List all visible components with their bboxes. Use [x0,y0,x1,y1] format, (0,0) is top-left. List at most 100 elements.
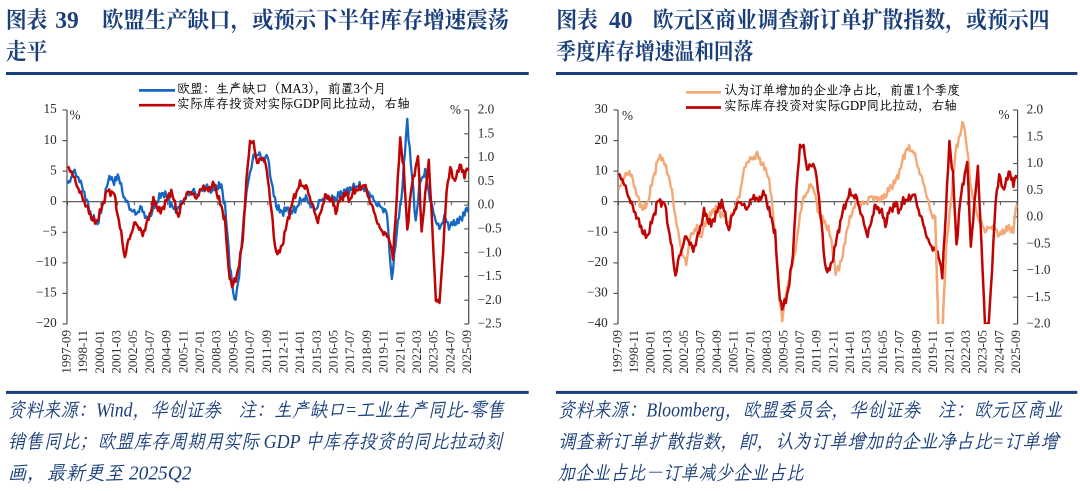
svg-text:%: % [622,108,633,123]
svg-text:2009-05: 2009-05 [776,330,791,374]
svg-text:0.0: 0.0 [478,197,495,212]
svg-text:2018-09: 2018-09 [359,330,374,374]
svg-text:0.5: 0.5 [478,173,495,188]
svg-text:2001-03: 2001-03 [659,330,674,374]
svg-text:2017-07: 2017-07 [892,330,907,374]
svg-text:2019-11: 2019-11 [376,330,391,373]
svg-text:加企业占比－订单减少企业占比: 加企业占比－订单减少企业占比 [558,463,805,485]
svg-text:2.0: 2.0 [478,102,495,117]
svg-text:2004-09: 2004-09 [709,330,724,374]
svg-text:2022-03: 2022-03 [409,330,424,374]
svg-text:1.5: 1.5 [478,125,495,140]
svg-text:2024-07: 2024-07 [991,330,1006,374]
svg-text:2012-11: 2012-11 [825,330,840,373]
svg-text:−40: −40 [587,315,608,330]
svg-text:−20: −20 [587,254,608,269]
svg-text:−10: −10 [36,254,57,269]
svg-text:0: 0 [601,193,608,208]
svg-text:资料来源：Wind，华创证券 注：生产缺口=工业生产同比-零: 资料来源：Wind，华创证券 注：生产缺口=工业生产同比-零售 [8,400,506,422]
svg-text:2002-05: 2002-05 [676,330,691,374]
svg-text:2001-03: 2001-03 [109,330,124,374]
svg-text:%: % [450,102,461,117]
svg-text:2016-05: 2016-05 [875,330,890,374]
svg-text:−0.5: −0.5 [478,221,502,236]
svg-text:40: 40 [609,7,633,34]
svg-text:实际库存投资对实际GDP同比拉动，右轴: 实际库存投资对实际GDP同比拉动，右轴 [724,98,957,113]
svg-text:2003-07: 2003-07 [693,330,708,374]
svg-text:2009-05: 2009-05 [225,330,240,374]
svg-text:−15: −15 [36,285,57,300]
svg-text:2012-11: 2012-11 [275,330,290,373]
svg-text:2010-07: 2010-07 [242,330,257,374]
svg-text:2023-05: 2023-05 [975,330,990,374]
svg-text:0.5: 0.5 [1027,182,1044,197]
svg-text:欧盟生产缺口，或预示下半年库存增速震荡: 欧盟生产缺口，或预示下半年库存增速震荡 [102,7,509,34]
svg-text:1998-11: 1998-11 [626,330,641,373]
svg-text:0: 0 [50,193,57,208]
svg-text:%: % [70,108,81,123]
svg-text:1.0: 1.0 [1027,155,1044,170]
svg-text:0.0: 0.0 [1027,209,1044,224]
svg-text:季度库存增速温和回落: 季度库存增速温和回落 [556,39,753,66]
svg-text:−1.0: −1.0 [478,244,502,259]
svg-text:20: 20 [595,132,609,147]
svg-text:图表: 图表 [556,8,598,34]
svg-text:−0.5: −0.5 [1027,235,1051,250]
svg-text:2.0: 2.0 [1027,102,1044,117]
svg-text:2015-03: 2015-03 [859,330,874,374]
svg-text:10: 10 [595,162,609,177]
svg-text:1.5: 1.5 [1027,128,1044,143]
svg-text:10: 10 [44,132,58,147]
svg-text:−2.5: −2.5 [478,316,502,331]
svg-text:2008-03: 2008-03 [209,330,224,374]
svg-text:欧盟：生产缺口（MA3），前置3个月: 欧盟：生产缺口（MA3），前置3个月 [177,81,386,96]
svg-text:2021-01: 2021-01 [942,330,957,374]
svg-text:2007-01: 2007-01 [742,330,757,374]
svg-text:2018-09: 2018-09 [908,330,923,374]
svg-text:2010-07: 2010-07 [792,330,807,374]
svg-text:−30: −30 [587,285,608,300]
svg-text:2024-07: 2024-07 [442,330,457,374]
svg-text:30: 30 [595,101,609,116]
svg-text:实际库存投资对实际GDP同比拉动，右轴: 实际库存投资对实际GDP同比拉动，右轴 [177,96,410,111]
svg-text:−5: −5 [43,224,57,239]
svg-text:2002-05: 2002-05 [125,330,140,374]
svg-text:欧元区商业调查新订单扩散指数，或预示四: 欧元区商业调查新订单扩散指数，或预示四 [653,7,1050,34]
svg-text:1997-09: 1997-09 [610,330,625,374]
svg-text:2025-09: 2025-09 [459,330,474,374]
svg-text:1.0: 1.0 [478,149,495,164]
svg-text:1997-09: 1997-09 [59,330,74,374]
svg-text:2015-03: 2015-03 [309,330,324,374]
svg-text:认为订单增加的企业净占比，前置1个季度: 认为订单增加的企业净占比，前置1个季度 [724,83,960,98]
svg-text:2014-01: 2014-01 [292,330,307,374]
svg-text:2008-03: 2008-03 [759,330,774,374]
svg-text:画，最新更至 2025Q2: 画，最新更至 2025Q2 [8,463,192,485]
svg-text:2021-01: 2021-01 [392,330,407,374]
svg-text:销售同比；欧盟库存周期用实际 GDP 中库存投资的同比拉动刻: 销售同比；欧盟库存周期用实际 GDP 中库存投资的同比拉动刻 [8,431,505,453]
svg-text:−1.5: −1.5 [1027,289,1051,304]
svg-text:调查新订单扩散指数，即，认为订单增加的企业净占比=订单增: 调查新订单扩散指数，即，认为订单增加的企业净占比=订单增 [558,431,1062,453]
svg-text:1998-11: 1998-11 [75,330,90,373]
svg-text:2005-11: 2005-11 [175,330,190,373]
svg-text:2000-01: 2000-01 [643,330,658,374]
svg-text:2000-01: 2000-01 [92,330,107,374]
svg-text:图表: 图表 [6,8,48,34]
svg-text:2023-05: 2023-05 [426,330,441,374]
svg-text:2003-07: 2003-07 [142,330,157,374]
svg-text:资料来源：Bloomberg，欧盟委员会，华创证券 注：欧元: 资料来源：Bloomberg，欧盟委员会，华创证券 注：欧元区商业 [558,400,1063,422]
svg-text:2017-07: 2017-07 [342,330,357,374]
svg-text:2025-09: 2025-09 [1008,330,1023,374]
svg-text:2005-11: 2005-11 [726,330,741,373]
svg-text:%: % [999,107,1010,122]
svg-text:2019-11: 2019-11 [925,330,940,373]
svg-text:2004-09: 2004-09 [159,330,174,374]
svg-text:2014-01: 2014-01 [842,330,857,374]
svg-text:−20: −20 [36,315,57,330]
svg-text:2022-03: 2022-03 [958,330,973,374]
svg-text:−10: −10 [587,224,608,239]
svg-text:−2.0: −2.0 [478,292,502,307]
svg-text:−2.0: −2.0 [1027,316,1051,331]
svg-text:−1.0: −1.0 [1027,262,1051,277]
svg-text:2007-01: 2007-01 [192,330,207,374]
svg-text:39: 39 [55,7,78,34]
